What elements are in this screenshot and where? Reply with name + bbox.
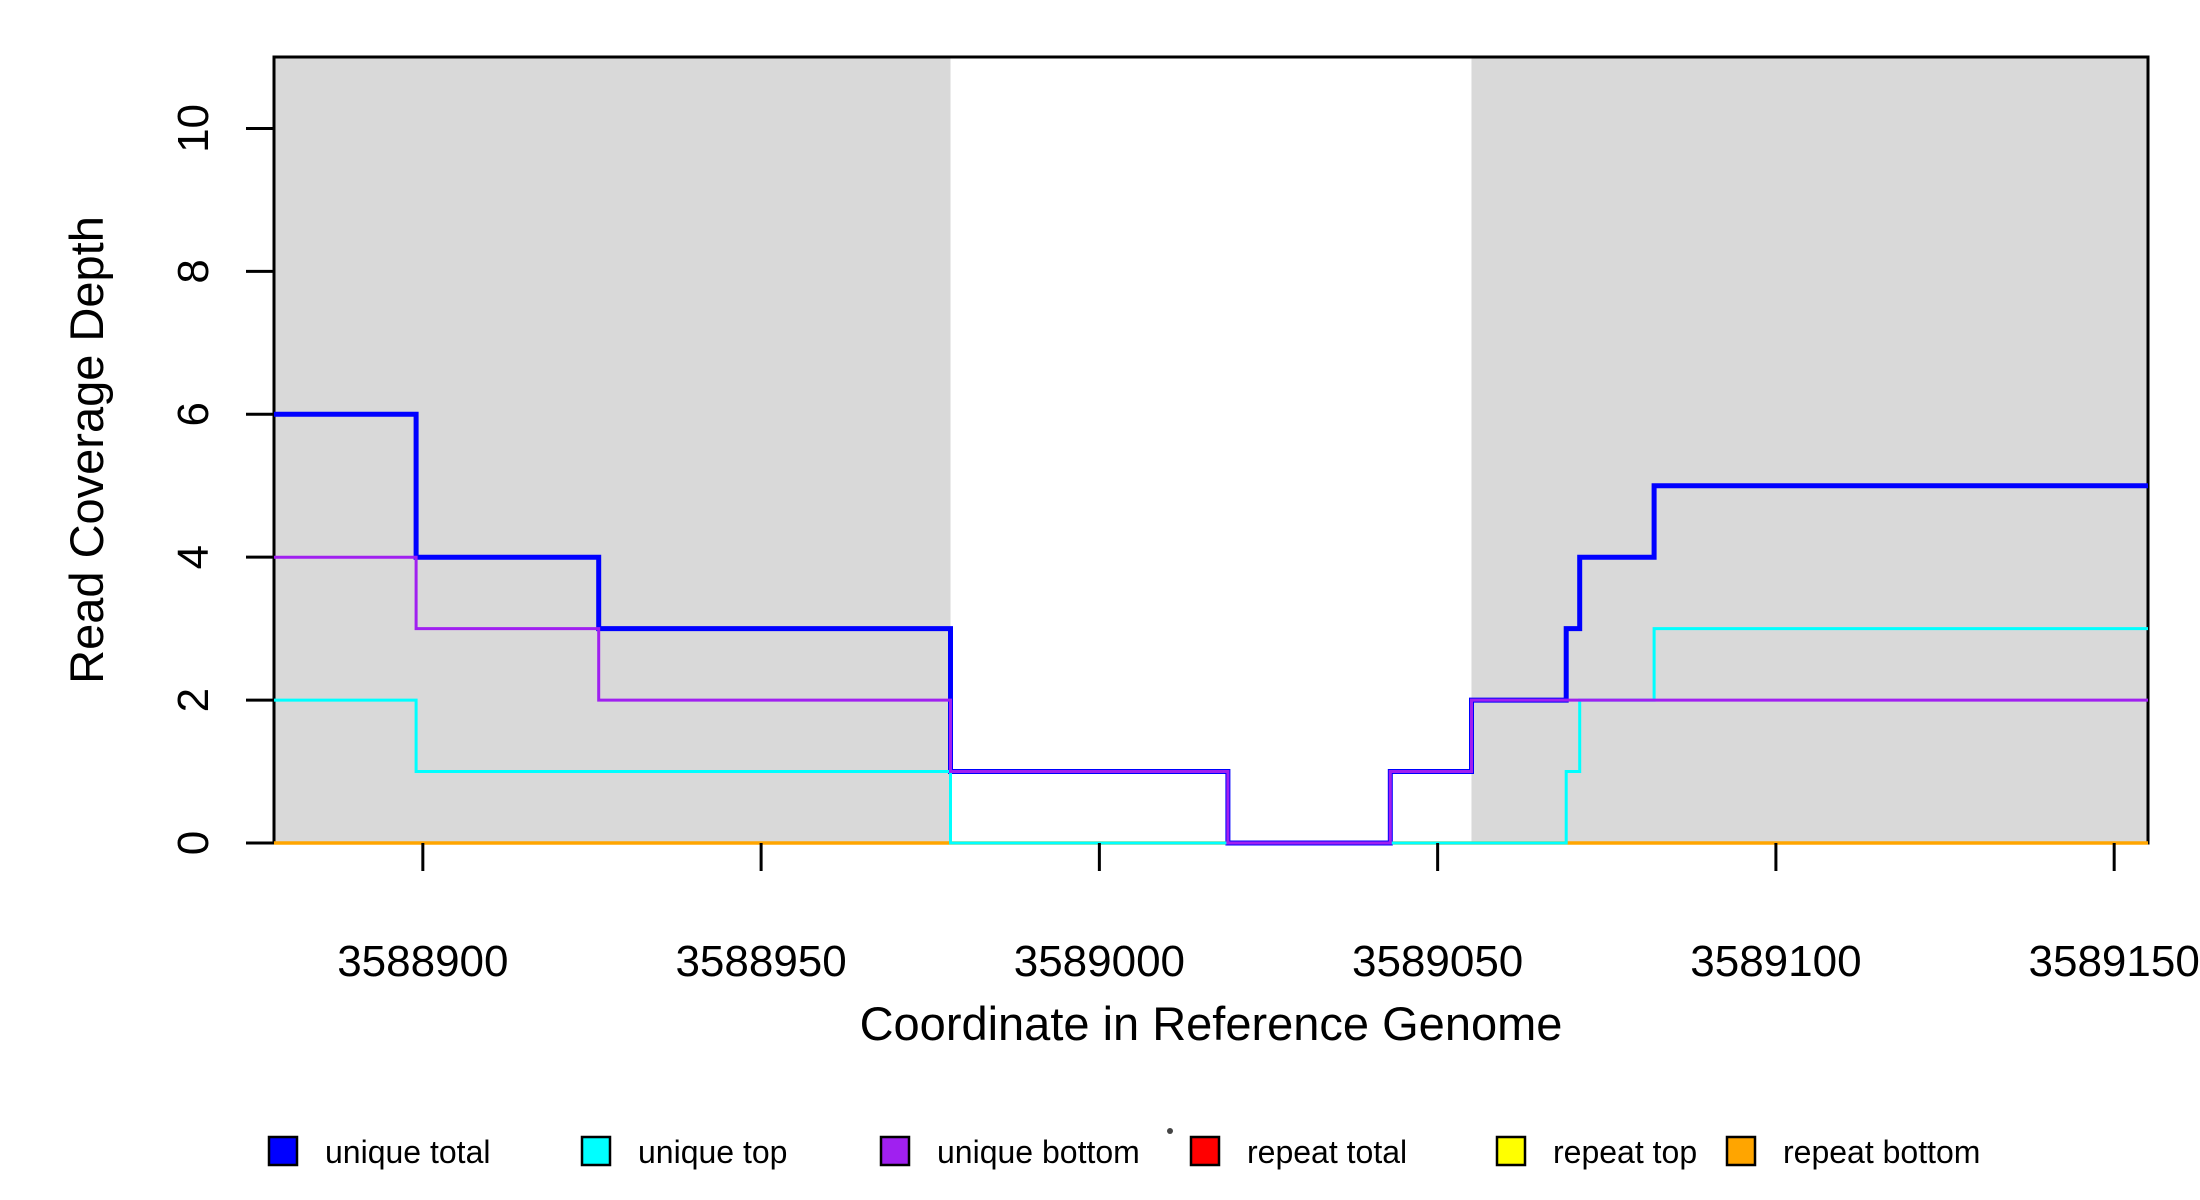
legend-swatch-unique-bottom (879, 1135, 911, 1167)
x-tick-label: 3589100 (1690, 937, 1861, 986)
legend-label-repeat-bottom: repeat bottom (1783, 1134, 1980, 1170)
stray-dot (1167, 1128, 1173, 1134)
y-tick-label: 0 (169, 831, 218, 855)
y-tick-label: 2 (169, 688, 218, 712)
x-axis-title: Coordinate in Reference Genome (860, 997, 1563, 1050)
y-axis: 0 2 4 6 8 10 (169, 104, 274, 855)
x-tick-label: 3589050 (1352, 937, 1523, 986)
legend: unique total unique top unique bottom repea… (267, 1134, 1980, 1170)
legend-swatch-repeat-top (1495, 1135, 1527, 1167)
legend-swatch-unique-top (580, 1135, 612, 1167)
legend-label-unique-bottom: unique bottom (937, 1134, 1140, 1170)
series-line-unique-bottom (274, 555, 2148, 845)
legend-swatch-repeat-total (1189, 1135, 1221, 1167)
legend-item-repeat-total: repeat total (1189, 1134, 1407, 1170)
shaded-regions-layer (274, 57, 2148, 843)
y-tick-label: 4 (169, 545, 218, 569)
legend-label-unique-top: unique top (638, 1134, 787, 1170)
legend-item-unique-total: unique total (267, 1134, 490, 1170)
legend-label-repeat-top: repeat top (1553, 1134, 1697, 1170)
x-tick-label: 3588900 (337, 937, 508, 986)
legend-item-repeat-top: repeat top (1495, 1134, 1697, 1170)
x-tick-label: 3589150 (2029, 937, 2200, 986)
legend-swatch-unique-total (267, 1135, 299, 1167)
y-tick-label: 6 (169, 402, 218, 426)
series-layer (274, 411, 2148, 846)
series-line-unique-top (274, 627, 2148, 845)
y-axis-title: Read Coverage Depth (60, 216, 113, 684)
legend-item-unique-bottom: unique bottom (879, 1134, 1140, 1170)
right-shaded-region (1471, 57, 2148, 843)
legend-label-repeat-total: repeat total (1247, 1134, 1407, 1170)
y-tick-label: 10 (169, 104, 218, 153)
x-tick-label: 3588950 (675, 937, 846, 986)
legend-item-repeat-bottom: repeat bottom (1725, 1134, 1980, 1170)
x-tick-label: 3589000 (1014, 937, 1185, 986)
x-axis: 3588900 3588950 3589000 3589050 3589100 35891… (337, 843, 2200, 986)
legend-swatch-repeat-bottom (1725, 1135, 1757, 1167)
legend-item-unique-top: unique top (580, 1134, 787, 1170)
legend-label-unique-total: unique total (325, 1134, 490, 1170)
y-tick-label: 8 (169, 259, 218, 283)
left-shaded-region (274, 57, 951, 843)
